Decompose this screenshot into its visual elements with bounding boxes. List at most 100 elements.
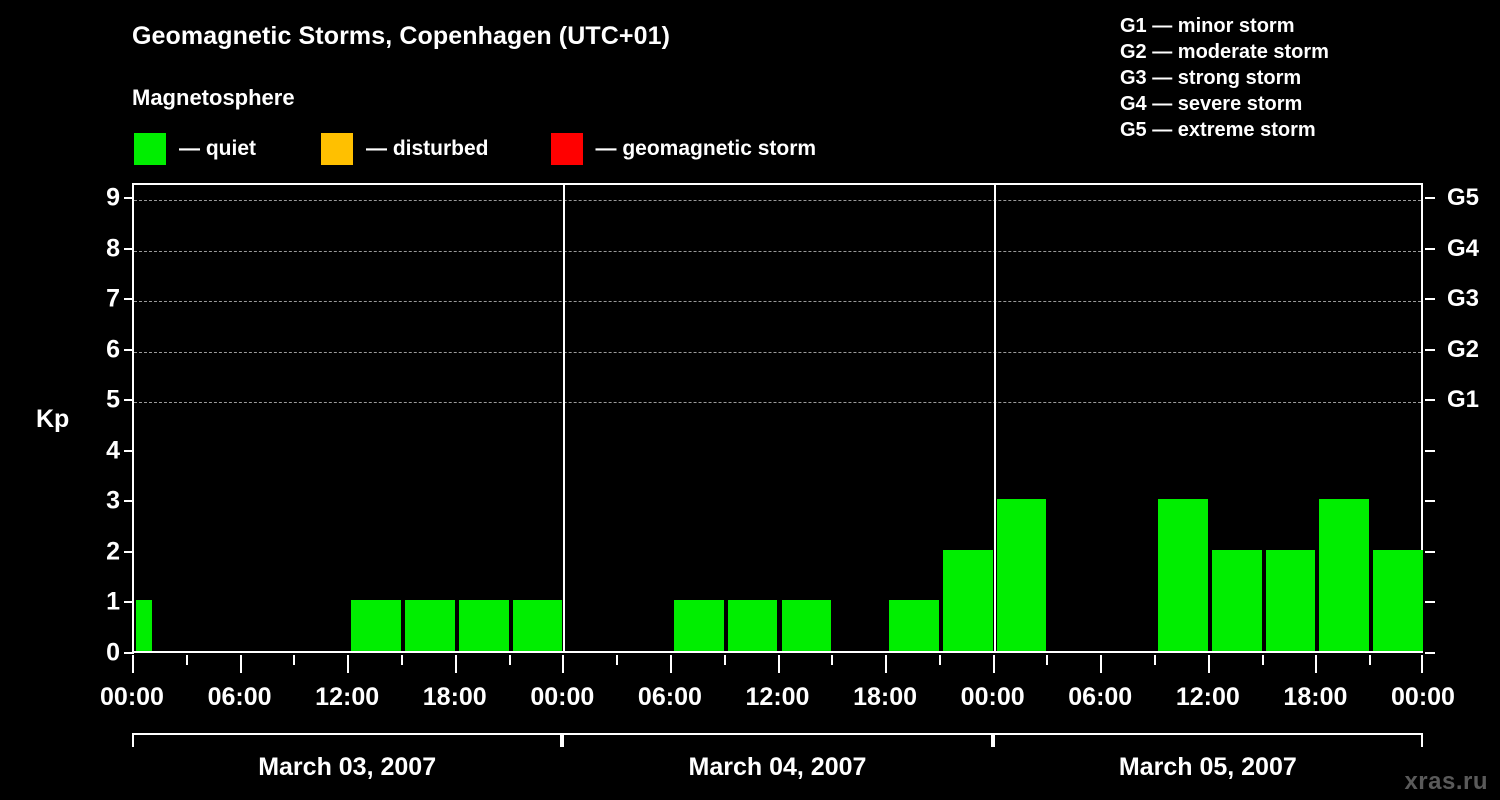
bracket-tick-left: [132, 733, 134, 747]
bar: [889, 600, 939, 651]
bar: [1373, 549, 1423, 651]
x-tick-label: 00:00: [1391, 683, 1455, 711]
x-tick-major: [1315, 655, 1318, 673]
bar: [942, 549, 993, 651]
x-tick-major: [777, 655, 780, 673]
y-tick-label-2: 2: [106, 537, 120, 566]
gridline-kp-9: [134, 200, 1421, 202]
page-title: Geomagnetic Storms, Copenhagen (UTC+01): [132, 22, 671, 50]
x-tick-label: 00:00: [960, 683, 1025, 711]
y-tick-mark: [124, 601, 134, 604]
bar: [673, 600, 724, 651]
g-axis-tick-mark: [1425, 298, 1435, 301]
gridline-kp-5: [134, 402, 1421, 404]
g-scale-axis: G1 G2 G3 G4 G5: [1423, 183, 1498, 654]
bracket-tick-left: [992, 733, 995, 747]
y-tick-label-5: 5: [106, 385, 120, 414]
g-legend-row-5: G5 — extreme storm: [1120, 119, 1316, 141]
g-axis-tick-mark: [1425, 197, 1435, 200]
date-bracket: March 03, 2007: [132, 733, 563, 789]
x-axis-labels: 00:00 06:00 12:00 18:00 00:00 06:00 12:00 18:00…: [100, 683, 1455, 719]
y-tick-label-8: 8: [106, 234, 120, 263]
y-tick-label-4: 4: [106, 436, 120, 465]
bar: [727, 600, 778, 651]
quiet-swatch: [134, 133, 166, 165]
x-tick-minor: [1369, 655, 1372, 665]
y-axis-ticks: 0 1 2 3 4 5 6 7 8 9: [60, 183, 134, 665]
x-tick-label: 12:00: [315, 683, 380, 711]
y-tick-label-3: 3: [106, 486, 120, 515]
g-tick-label-G5: G5: [1447, 184, 1480, 212]
x-tick-minor: [1154, 655, 1157, 665]
bracket-tick-right: [1420, 733, 1423, 747]
x-tick-label: 12:00: [1175, 683, 1240, 711]
date-bracket: March 04, 2007: [562, 733, 993, 789]
y-tick-mark: [124, 449, 134, 452]
y-tick-label-1: 1: [106, 587, 120, 616]
x-tick-major: [562, 655, 565, 673]
x-tick-major: [1100, 655, 1103, 673]
bar: [458, 600, 509, 651]
color-legend: — quiet — disturbed — geomagnetic storm: [134, 133, 816, 165]
bar: [404, 600, 455, 651]
bar: [136, 600, 153, 651]
y-tick-label-6: 6: [106, 335, 120, 364]
x-tick-label: 06:00: [207, 683, 272, 711]
x-tick-label: 18:00: [853, 683, 918, 711]
x-tick-major: [1421, 655, 1423, 673]
x-tick-label: 12:00: [745, 683, 810, 711]
g-tick-label-G1: G1: [1447, 386, 1480, 414]
x-tick-label: 00:00: [100, 683, 164, 711]
legend-entry-quiet: — quiet: [134, 133, 256, 165]
y-tick-mark: [124, 550, 134, 553]
x-tick-major: [347, 655, 350, 673]
x-tick-minor: [1046, 655, 1049, 665]
plot-area: [132, 183, 1423, 653]
g-legend-row-3: G3 — strong storm: [1120, 67, 1302, 89]
bracket-tick-right: [560, 733, 563, 747]
x-tick-minor: [508, 655, 511, 665]
y-tick-mark: [124, 197, 134, 200]
y-tick-mark: [124, 500, 134, 503]
x-tick-minor: [831, 655, 834, 665]
g-scale-legend: G1 — minor storm G2 — moderate storm G3 — …: [1062, 13, 1482, 143]
x-tick-minor: [938, 655, 941, 665]
y-axis-title: Kp: [36, 405, 70, 433]
bar: [1211, 549, 1262, 651]
g-tick-label-G4: G4: [1447, 234, 1480, 262]
x-tick-minor: [293, 655, 296, 665]
date-brackets: March 03, 2007 March 04, 2007 March 05, 20…: [132, 733, 1423, 793]
x-axis-ticks: [132, 655, 1423, 675]
bracket-tick-right: [990, 733, 993, 747]
x-tick-label: 06:00: [637, 683, 702, 711]
x-tick-major: [454, 655, 457, 673]
x-tick-major: [132, 655, 134, 673]
x-tick-minor: [400, 655, 403, 665]
bracket-rule: [132, 733, 563, 735]
date-label: March 04, 2007: [688, 753, 867, 781]
series-label: Magnetosphere: [132, 85, 295, 110]
x-tick-major: [992, 655, 995, 673]
bar: [512, 600, 563, 651]
gridline-kp-6: [134, 351, 1421, 353]
y-tick-mark: [124, 247, 134, 250]
x-tick-label: 00:00: [530, 683, 595, 711]
g-legend-row-1: G1 — minor storm: [1120, 15, 1295, 37]
date-label: March 03, 2007: [258, 753, 437, 781]
x-tick-major: [885, 655, 888, 673]
g-axis-tick-mark: [1425, 399, 1435, 402]
x-tick-label: 18:00: [1283, 683, 1348, 711]
y-tick-mark: [124, 348, 134, 351]
gridline-kp-8: [134, 250, 1421, 252]
bracket-rule: [562, 733, 993, 735]
g-tick-label-G2: G2: [1447, 335, 1480, 363]
g-axis-tick-mark: [1425, 601, 1435, 604]
legend-label: — disturbed: [366, 137, 489, 160]
bracket-rule: [992, 733, 1423, 735]
storm-swatch: [550, 133, 583, 165]
g-tick-label-G3: G3: [1447, 285, 1480, 313]
g-legend-row-2: G2 — moderate storm: [1120, 41, 1329, 63]
g-axis-tick-mark: [1425, 550, 1435, 553]
x-tick-label: 18:00: [422, 683, 487, 711]
x-tick-major: [669, 655, 672, 673]
